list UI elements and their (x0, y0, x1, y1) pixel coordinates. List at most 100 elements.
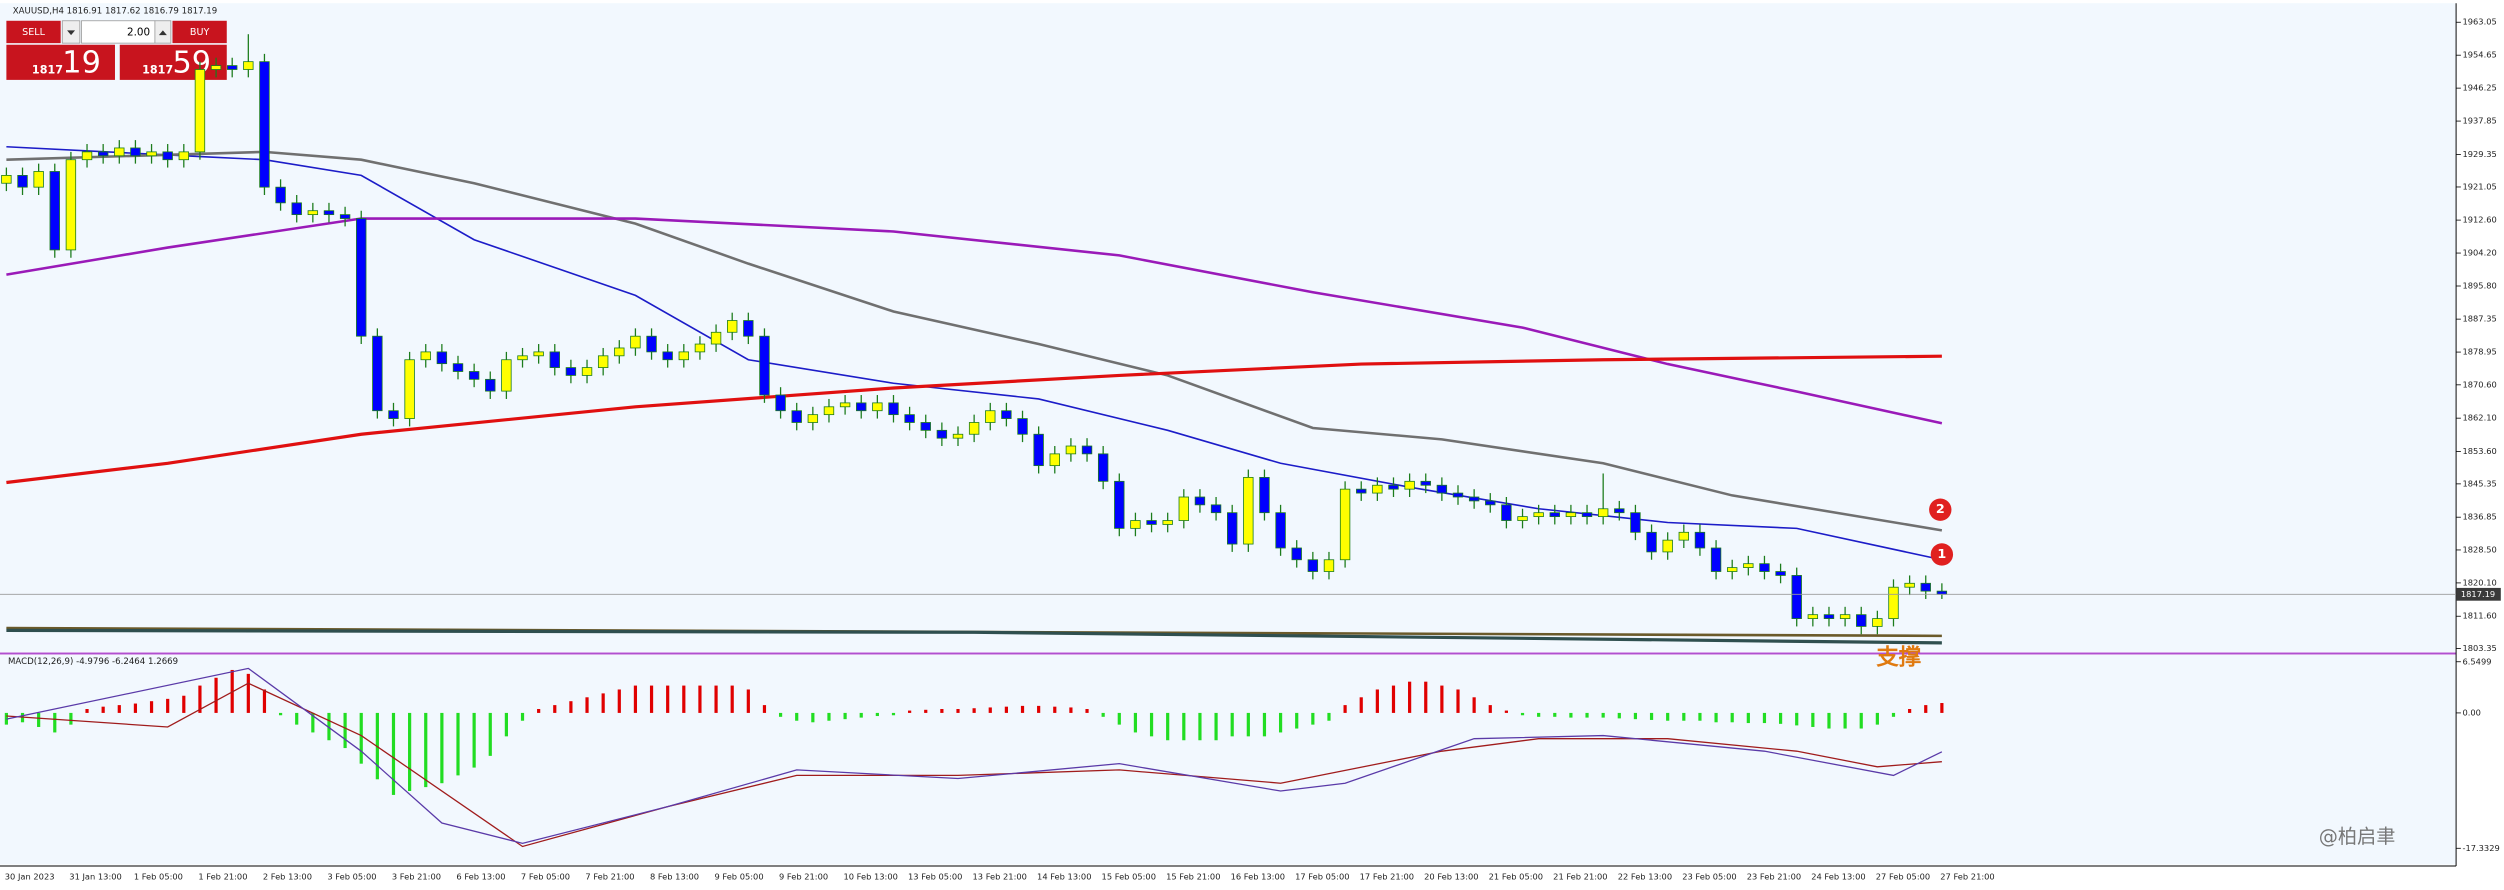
candle-body (146, 151, 157, 157)
lot-value[interactable]: 2.00 (127, 27, 150, 39)
histogram-bar (1504, 710, 1508, 713)
histogram-bar (1198, 712, 1202, 741)
y-tick-label: -17.3329 (2462, 843, 2499, 853)
x-tick-label: 17 Feb 05:00 (1295, 872, 1349, 882)
y-tick-label: 1887.35 (2462, 314, 2496, 324)
candle-body (952, 433, 964, 439)
histogram-bar (1666, 712, 1670, 721)
candle-body (114, 147, 125, 157)
histogram-bar (827, 712, 831, 721)
candle-body (468, 371, 480, 380)
x-tick-label: 7 Feb 05:00 (521, 872, 570, 882)
histogram-bar (456, 712, 460, 776)
candle-body (1404, 480, 1415, 490)
candle-body (404, 359, 415, 419)
x-tick-label: 3 Feb 21:00 (392, 872, 441, 882)
y-tick-label: 1828.50 (2462, 544, 2496, 554)
candle-body (1081, 445, 1093, 455)
candle-body (614, 347, 625, 357)
buy-price-pips: 59 (172, 45, 211, 80)
candle-body (1001, 410, 1012, 419)
histogram-bar (1601, 712, 1605, 718)
histogram-bar (924, 709, 928, 713)
candle-body (743, 320, 754, 337)
histogram-bar (488, 712, 492, 756)
histogram-bar (1101, 712, 1105, 717)
candle-body (307, 210, 319, 216)
histogram-bar (1924, 705, 1928, 713)
histogram-bar (1117, 712, 1121, 725)
histogram-bar (246, 673, 250, 713)
x-tick-label: 23 Feb 05:00 (1682, 872, 1736, 882)
candle-body (856, 402, 867, 412)
annotation-marker (1929, 498, 1952, 521)
buy-button[interactable] (172, 20, 227, 44)
sell-price-pips: 19 (62, 45, 101, 80)
candle-body (130, 147, 141, 157)
candle-body (517, 355, 528, 361)
x-tick-label: 21 Feb 21:00 (1553, 872, 1607, 882)
histogram-bar (1262, 712, 1267, 737)
candle-body (678, 351, 689, 361)
histogram-bar (811, 712, 815, 723)
candle-body (968, 422, 980, 435)
x-tick-label: 6 Feb 13:00 (456, 872, 505, 882)
candle-body (823, 406, 835, 416)
histogram-bar (940, 709, 944, 713)
candle-body (597, 355, 609, 368)
candle-body (1097, 453, 1109, 482)
candle-body (1646, 531, 1657, 553)
candle-body (1146, 520, 1157, 525)
last-price-label: 1817.19 (2461, 589, 2495, 599)
candle-body (1452, 492, 1464, 498)
histogram-bar (1440, 685, 1444, 713)
histogram-bar (698, 685, 702, 713)
histogram-bar (343, 712, 347, 749)
x-tick-label: 9 Feb 05:00 (714, 872, 763, 882)
buy-label[interactable]: BUY (190, 27, 210, 38)
candle-body (630, 335, 641, 349)
candle-body (1388, 484, 1399, 490)
candle-body (436, 351, 448, 365)
candle-body (1323, 559, 1335, 572)
candle-body (1549, 512, 1560, 518)
candle-body (275, 186, 286, 204)
histogram-bar (1908, 709, 1912, 713)
histogram-bar (262, 689, 267, 713)
histogram-bar (1149, 712, 1154, 737)
candle-body (791, 410, 802, 423)
candle-body (1194, 496, 1206, 506)
histogram-bar (1246, 712, 1250, 737)
x-tick-label: 23 Feb 21:00 (1747, 872, 1801, 882)
candle-body (1356, 488, 1367, 494)
sell-label[interactable]: SELL (22, 27, 45, 38)
sell-price-box[interactable] (6, 44, 115, 80)
x-tick-label: 31 Jan 13:00 (69, 872, 122, 882)
candle-body (1791, 575, 1802, 619)
candle-body (1710, 547, 1722, 572)
x-tick-label: 10 Feb 13:00 (844, 872, 898, 882)
histogram-bar (311, 712, 315, 733)
histogram-bar (1762, 712, 1767, 724)
candle-body (1678, 531, 1690, 541)
histogram-bar (601, 693, 605, 713)
histogram-bar (214, 677, 218, 713)
x-tick-label: 1 Feb 05:00 (134, 872, 183, 882)
histogram-bar (1424, 681, 1428, 713)
macd-panel (0, 655, 2457, 865)
candle-body (259, 61, 270, 188)
candle-body (356, 218, 367, 337)
candle-body (323, 210, 335, 216)
histogram-bar (633, 685, 638, 713)
candle-body (339, 214, 351, 219)
histogram-bar (1682, 712, 1686, 721)
histogram-bar (133, 703, 138, 713)
candle-body (888, 402, 899, 416)
candle-body (1049, 453, 1060, 467)
x-tick-label: 21 Feb 05:00 (1489, 872, 1543, 882)
candle-body (81, 151, 93, 161)
candle-body (662, 351, 673, 361)
buy-price-box[interactable] (119, 44, 227, 80)
sell-button[interactable] (6, 20, 61, 44)
